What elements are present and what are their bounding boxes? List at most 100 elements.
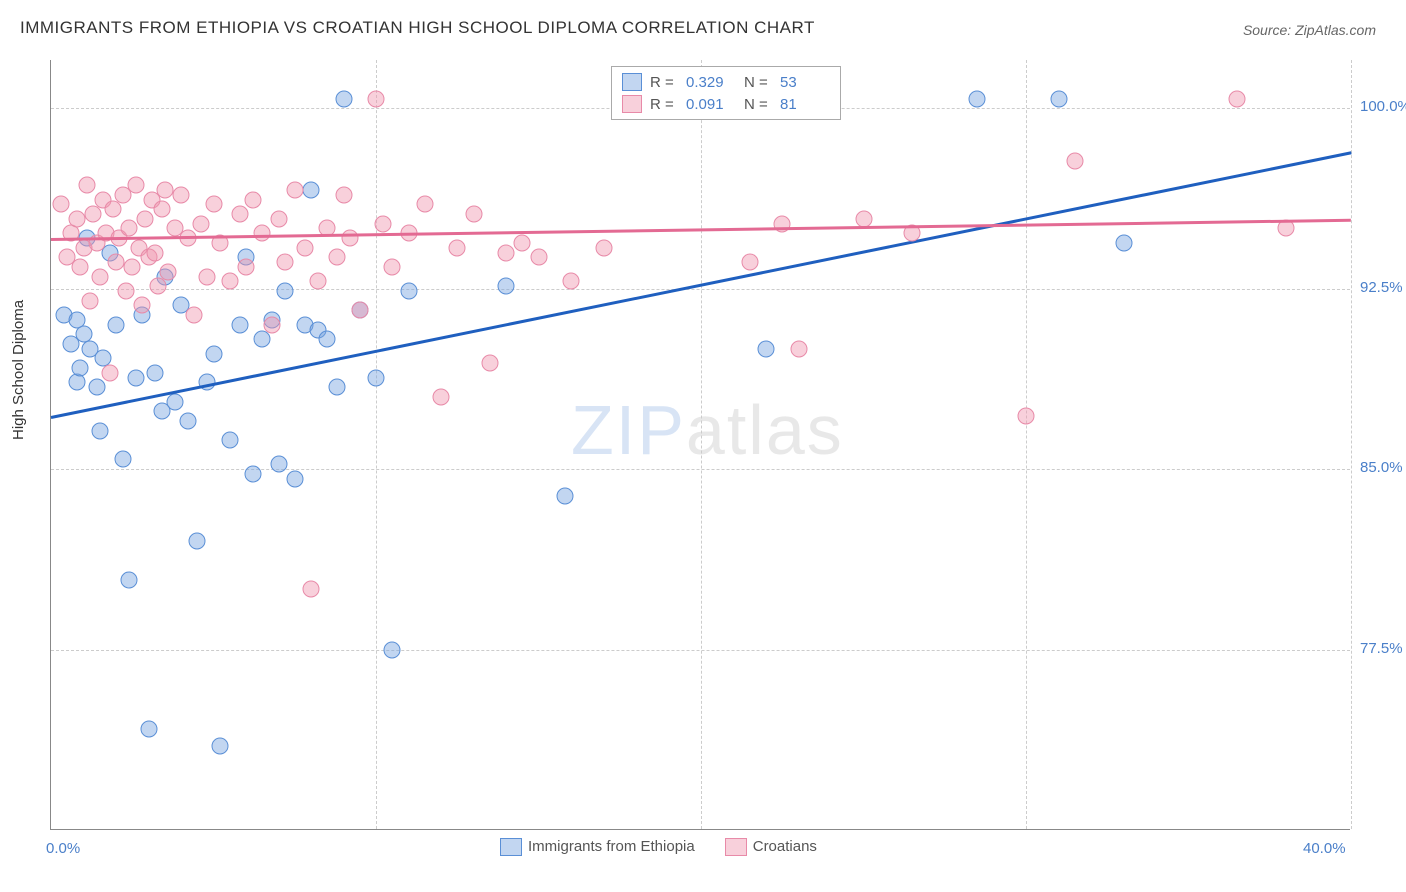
data-point	[296, 239, 313, 256]
legend-series: Immigrants from Ethiopia Croatians	[500, 838, 817, 856]
data-point	[205, 345, 222, 362]
data-point	[199, 268, 216, 285]
data-point	[1050, 90, 1067, 107]
data-point	[563, 273, 580, 290]
legend-stats: R =0.329N =53R =0.091N =81	[611, 66, 841, 120]
data-point	[969, 90, 986, 107]
legend-n-value: 53	[780, 74, 830, 91]
data-point	[173, 186, 190, 203]
data-point	[498, 278, 515, 295]
data-point	[335, 186, 352, 203]
chart-source: Source: ZipAtlas.com	[1243, 22, 1376, 38]
y-axis-label: High School Diploma	[10, 300, 27, 440]
data-point	[758, 340, 775, 357]
gridline-v	[701, 60, 702, 829]
legend-r-label: R =	[650, 74, 678, 91]
data-point	[150, 278, 167, 295]
data-point	[189, 533, 206, 550]
data-point	[104, 201, 121, 218]
data-point	[108, 254, 125, 271]
legend-swatch	[622, 73, 642, 91]
data-point	[384, 258, 401, 275]
data-point	[351, 302, 368, 319]
legend-n-label: N =	[744, 74, 772, 91]
data-point	[127, 177, 144, 194]
data-point	[1115, 234, 1132, 251]
legend-series-item: Immigrants from Ethiopia	[500, 838, 695, 856]
gridline-v	[1351, 60, 1352, 829]
data-point	[416, 196, 433, 213]
legend-swatch	[622, 95, 642, 113]
data-point	[286, 470, 303, 487]
data-point	[254, 225, 271, 242]
data-point	[530, 249, 547, 266]
legend-r-value: 0.091	[686, 96, 736, 113]
data-point	[244, 465, 261, 482]
data-point	[514, 234, 531, 251]
data-point	[309, 273, 326, 290]
data-point	[1229, 90, 1246, 107]
data-point	[254, 331, 271, 348]
data-point	[238, 258, 255, 275]
data-point	[88, 379, 105, 396]
data-point	[335, 90, 352, 107]
data-point	[72, 258, 89, 275]
data-point	[264, 316, 281, 333]
legend-swatch	[725, 838, 747, 856]
y-tick-label: 85.0%	[1360, 459, 1406, 476]
watermark-zip: ZIP	[571, 391, 686, 469]
data-point	[400, 283, 417, 300]
data-point	[121, 571, 138, 588]
data-point	[134, 297, 151, 314]
chart-title: IMMIGRANTS FROM ETHIOPIA VS CROATIAN HIG…	[20, 18, 815, 38]
data-point	[286, 181, 303, 198]
watermark: ZIPatlas	[571, 390, 844, 470]
data-point	[137, 210, 154, 227]
data-point	[277, 283, 294, 300]
data-point	[85, 206, 102, 223]
plot-area: ZIPatlas 77.5%85.0%92.5%100.0%0.0%40.0%R…	[50, 60, 1350, 830]
data-point	[329, 249, 346, 266]
data-point	[1018, 408, 1035, 425]
data-point	[449, 239, 466, 256]
data-point	[329, 379, 346, 396]
legend-r-label: R =	[650, 96, 678, 113]
data-point	[374, 215, 391, 232]
data-point	[52, 196, 69, 213]
data-point	[91, 268, 108, 285]
data-point	[498, 244, 515, 261]
legend-series-label: Immigrants from Ethiopia	[528, 838, 695, 855]
data-point	[231, 316, 248, 333]
legend-stats-row: R =0.329N =53	[622, 71, 830, 93]
data-point	[140, 720, 157, 737]
data-point	[303, 581, 320, 598]
data-point	[147, 244, 164, 261]
data-point	[114, 451, 131, 468]
data-point	[156, 181, 173, 198]
data-point	[368, 369, 385, 386]
data-point	[433, 388, 450, 405]
data-point	[153, 201, 170, 218]
watermark-rest: atlas	[686, 391, 844, 469]
data-point	[231, 206, 248, 223]
data-point	[179, 412, 196, 429]
data-point	[91, 422, 108, 439]
legend-series-label: Croatians	[753, 838, 817, 855]
data-point	[556, 487, 573, 504]
data-point	[69, 374, 86, 391]
y-tick-label: 77.5%	[1360, 640, 1406, 657]
data-point	[127, 369, 144, 386]
data-point	[368, 90, 385, 107]
data-point	[790, 340, 807, 357]
data-point	[481, 355, 498, 372]
gridline-v	[1026, 60, 1027, 829]
gridline-v	[376, 60, 377, 829]
data-point	[595, 239, 612, 256]
x-tick-label: 40.0%	[1303, 840, 1346, 857]
y-tick-label: 100.0%	[1360, 98, 1406, 115]
legend-swatch	[500, 838, 522, 856]
data-point	[147, 364, 164, 381]
data-point	[277, 254, 294, 271]
data-point	[303, 181, 320, 198]
x-tick-label: 0.0%	[46, 840, 80, 857]
